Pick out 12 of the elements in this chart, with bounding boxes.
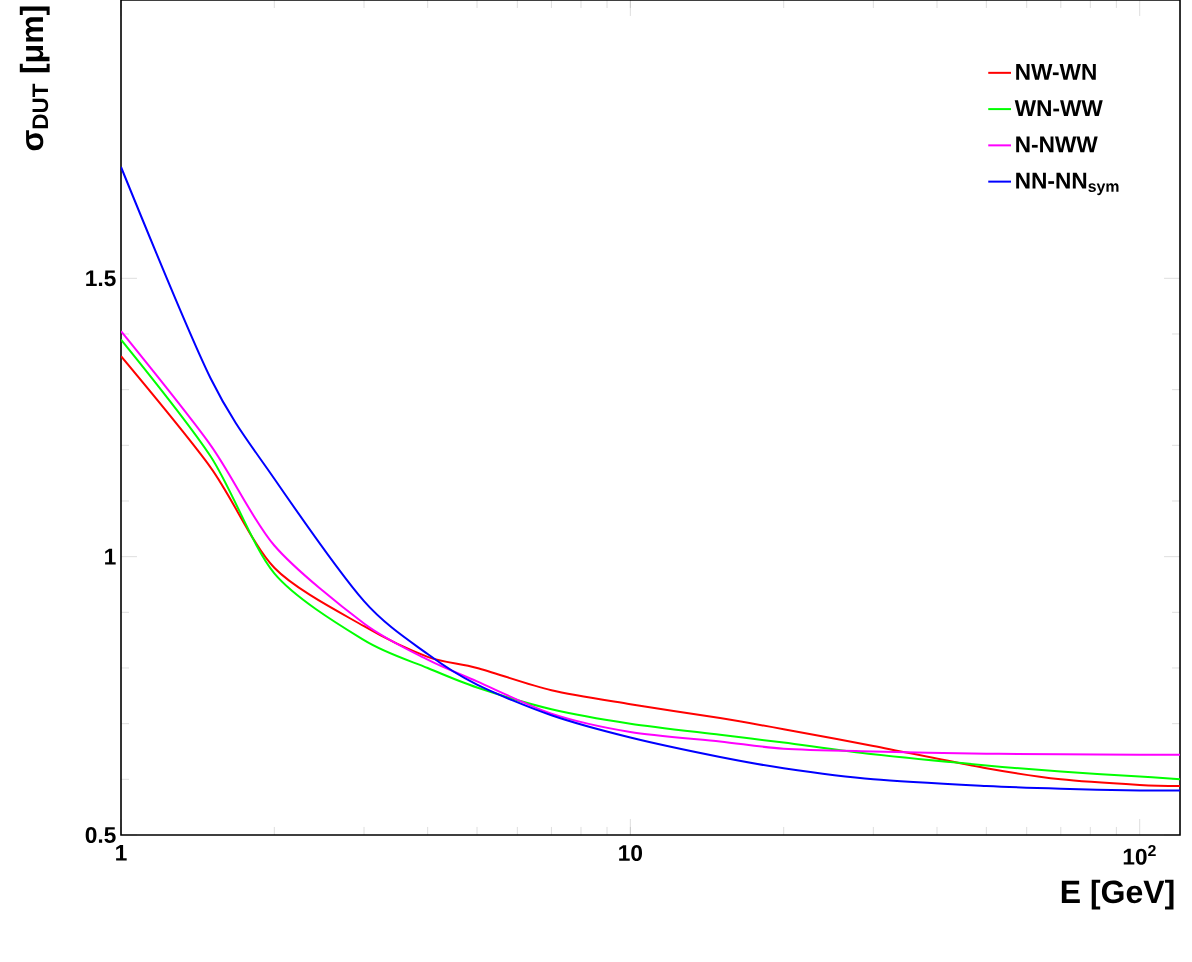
legend-label: NW-WN [1016,64,1096,80]
x-tick-label: 10 [619,845,643,862]
y-tick-label: 0.5 [85,826,116,844]
x-axis-title: E [GeV] [1061,879,1174,910]
x-tick-label: 1 [116,845,127,861]
legend-label: N-NWW [1016,136,1098,153]
legend-label: NN-NN$_{sym}$ [1016,172,1119,196]
legend-label: WN-WW [1014,100,1103,116]
y-axis-title: σ$_{DUT}$ [μm] [19,6,50,151]
x-tick-label: 10$^{2}$ [1123,845,1156,865]
y-tick-label: 1 [105,548,116,565]
y-tick-label: 1.5 [86,270,116,287]
